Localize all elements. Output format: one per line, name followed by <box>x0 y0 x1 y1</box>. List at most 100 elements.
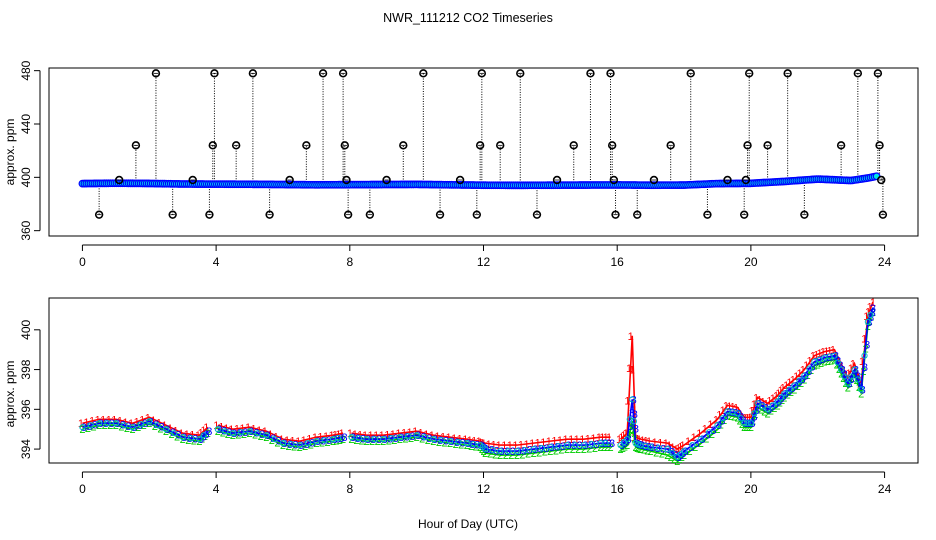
series-2-marker: 2 <box>124 423 130 435</box>
series-3-marker: 3 <box>571 440 577 452</box>
series-2-marker: 2 <box>340 434 346 446</box>
bottom-point-circle <box>355 435 363 442</box>
outlier-point <box>205 210 214 219</box>
outlier-point <box>435 210 445 219</box>
series-1-marker: 1 <box>629 365 635 377</box>
series-2-marker: 2 <box>564 444 570 456</box>
series-3-marker: 3 <box>756 398 762 410</box>
series-3-marker: 3 <box>646 441 652 453</box>
bottom-point-circle <box>816 356 823 363</box>
series-3-marker: 3 <box>626 434 632 446</box>
series-1-marker: 1 <box>770 393 776 405</box>
bottom-point-circle <box>580 442 587 449</box>
series-2-marker: 2 <box>811 361 817 373</box>
outlier-circle <box>745 69 754 78</box>
series-3-marker: 3 <box>719 416 725 428</box>
series-1-marker: 1 <box>606 432 612 444</box>
series-2-marker: 2 <box>107 420 113 432</box>
top-x-tick-label-24: 24 <box>878 255 892 269</box>
series-1-marker: 1 <box>562 434 568 446</box>
series-2-marker: 2 <box>152 421 158 433</box>
bottom-point-circle <box>754 400 761 407</box>
series-1-marker: 1 <box>742 412 748 424</box>
series-2-marker: 2 <box>644 445 650 457</box>
series-1-marker: 1 <box>646 436 652 448</box>
series-2-marker: 2 <box>225 429 231 441</box>
bottom-point-circle <box>555 443 562 450</box>
series-1-line <box>217 424 344 442</box>
series-3-marker: 3 <box>582 440 588 452</box>
outlier-circle <box>365 210 375 219</box>
series-3-marker: 3 <box>699 434 705 446</box>
series-3-marker: 3 <box>842 369 848 381</box>
bottom-point-circle <box>121 422 128 429</box>
outlier-circle <box>686 69 695 78</box>
series-2-marker: 2 <box>854 375 860 387</box>
outlier-circle <box>633 210 642 219</box>
series-1-line <box>82 416 209 437</box>
bottom-point-circle <box>446 438 454 445</box>
series-3-marker: 3 <box>454 437 460 449</box>
outlier-point <box>609 175 619 185</box>
series-1-marker: 1 <box>245 422 251 434</box>
series-3-marker: 3 <box>131 422 137 434</box>
series-3-marker: 3 <box>176 430 182 442</box>
series-1-marker: 1 <box>780 382 786 394</box>
series-3-marker: 3 <box>776 396 782 408</box>
series-2-marker: 2 <box>620 443 626 455</box>
outlier-circle <box>739 210 749 219</box>
outlier-circle <box>586 69 595 78</box>
bottom-point-circle <box>513 447 521 455</box>
series-3-marker: 3 <box>754 405 760 417</box>
bottom-point-circle <box>112 420 119 427</box>
bottom-point-circle <box>741 420 748 427</box>
series-3-marker: 3 <box>181 432 187 444</box>
series-3-marker: 3 <box>298 440 304 452</box>
series-1-marker: 1 <box>820 347 826 359</box>
series-2-marker: 2 <box>375 436 381 448</box>
outlier-point <box>419 69 428 78</box>
series-2-marker: 2 <box>703 433 709 445</box>
bottom-point-circle <box>396 434 404 441</box>
outlier-circle <box>741 175 751 185</box>
series-1-marker: 1 <box>184 429 190 441</box>
bottom-point-circle <box>222 428 229 435</box>
series-3-marker: 3 <box>627 421 633 433</box>
series-1-marker: 1 <box>803 360 809 372</box>
series-3-marker: 3 <box>619 440 625 452</box>
bottom-point-circle <box>505 447 512 455</box>
series-2-marker: 2 <box>118 422 124 434</box>
series-3-marker: 3 <box>226 427 232 439</box>
series-3-marker: 3 <box>766 404 772 416</box>
series-2-marker: 2 <box>648 446 654 458</box>
series-1-marker: 1 <box>301 435 307 447</box>
series-1-marker: 1 <box>669 442 675 454</box>
series-2-marker: 2 <box>815 359 821 371</box>
series-1-marker: 1 <box>100 414 106 426</box>
bottom-x-tick-label-12: 12 <box>477 482 491 496</box>
series-1-marker: 1 <box>865 306 871 318</box>
series-2-marker: 2 <box>235 430 241 442</box>
series-1-marker: 1 <box>476 436 482 448</box>
outlier-point <box>477 69 487 78</box>
series-1-marker: 1 <box>783 380 789 392</box>
series-3-marker: 3 <box>192 433 198 445</box>
bottom-point-circle <box>647 443 654 451</box>
bottom-point-circle <box>848 373 855 380</box>
outlier-point <box>877 175 886 185</box>
outlier-point <box>318 69 328 78</box>
series-2-marker: 2 <box>746 422 752 434</box>
bottom-x-tick-label-4: 4 <box>213 482 220 496</box>
outlier-circle <box>338 69 348 78</box>
series-1-marker: 1 <box>178 428 184 440</box>
series-1-marker: 1 <box>753 392 759 404</box>
bottom-point-circle <box>563 442 571 449</box>
series-3-marker: 3 <box>393 433 399 445</box>
series-3-marker: 3 <box>660 443 666 455</box>
outlier-point <box>208 141 217 150</box>
outlier-circle <box>231 141 241 150</box>
series-2-marker: 2 <box>191 435 197 447</box>
series-3-marker: 3 <box>844 374 850 386</box>
series-2-marker: 2 <box>497 450 503 462</box>
outlier-circle <box>800 210 809 219</box>
